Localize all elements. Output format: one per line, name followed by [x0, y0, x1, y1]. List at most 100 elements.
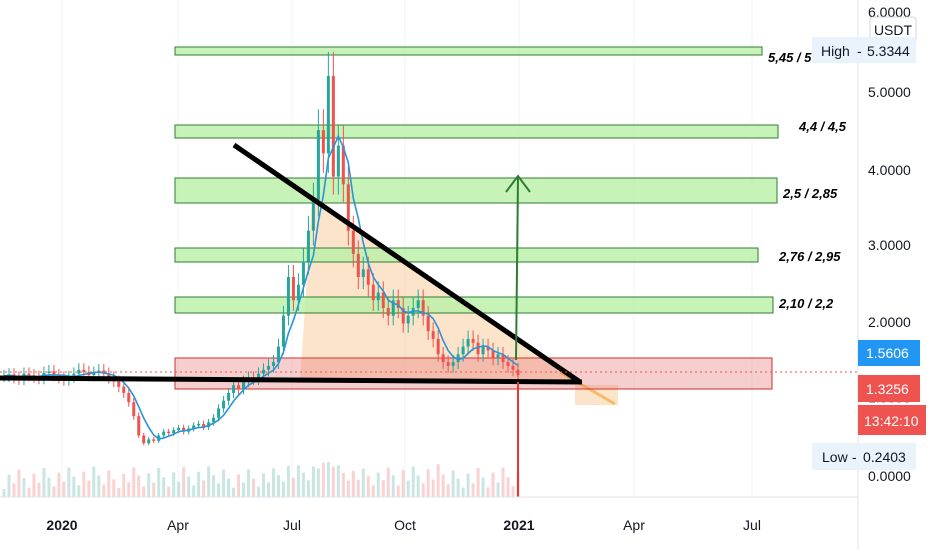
- candle-body: [331, 76, 335, 177]
- volume-bar: [366, 476, 370, 497]
- volume-bar: [12, 483, 16, 497]
- volume-bar: [82, 471, 86, 497]
- zone-labels: 5,45 / 5 4,4 / 4,5 2,5 / 2,85 2,76 / 2,9…: [768, 50, 847, 311]
- volume-bar: [331, 466, 335, 497]
- candle-body: [351, 230, 355, 254]
- volume-bar: [27, 487, 31, 497]
- volume-bar: [102, 484, 106, 497]
- volume-bar: [142, 486, 146, 497]
- low-tag: [812, 443, 916, 470]
- zone-0: [174, 46, 763, 56]
- volume-bar: [466, 473, 470, 497]
- volume-bar: [47, 477, 51, 497]
- candle-body: [271, 362, 275, 366]
- candle-body: [137, 416, 141, 436]
- volume-bar: [57, 472, 61, 497]
- high-dash: -: [857, 43, 862, 59]
- candle-body: [471, 338, 475, 343]
- candle-body: [446, 362, 450, 366]
- candle-body: [127, 392, 131, 403]
- volume-bar: [291, 477, 295, 497]
- candle-body: [152, 439, 156, 441]
- candle-body: [336, 145, 340, 177]
- volume-bar: [217, 483, 221, 497]
- last-price-value: 1.3256: [866, 381, 909, 397]
- zone-2: [174, 177, 778, 204]
- candle-body: [266, 365, 270, 370]
- candle-body: [426, 315, 430, 332]
- candle-body: [286, 277, 290, 316]
- candle-body: [431, 331, 435, 339]
- y-tick-4: 2.0000: [868, 314, 911, 330]
- volume-bar: [127, 482, 131, 497]
- volume-bar: [361, 468, 365, 497]
- candle-body: [232, 385, 236, 393]
- volume-bar: [172, 472, 176, 497]
- candle-body: [516, 369, 520, 376]
- volume-bar: [476, 467, 480, 497]
- volume-bar: [147, 473, 151, 497]
- zones: [174, 46, 779, 390]
- volume-bar: [496, 482, 500, 497]
- candle-body: [227, 392, 231, 401]
- volume-bar: [42, 468, 46, 497]
- candle-body: [92, 372, 96, 376]
- volume-bar: [112, 479, 116, 497]
- candle-body: [456, 354, 460, 363]
- candle-body: [291, 277, 295, 301]
- candle-body: [406, 315, 410, 324]
- volume-bar: [132, 467, 136, 497]
- candle-body: [192, 425, 196, 429]
- candle-body: [212, 417, 216, 423]
- zone-label-3: 2,76 / 2,95: [778, 249, 841, 264]
- candle-body: [301, 261, 305, 285]
- candle-body: [506, 362, 510, 366]
- volume-bar: [411, 466, 415, 497]
- candle-body: [27, 373, 31, 376]
- x-tick-3: Oct: [394, 517, 416, 533]
- volume-bar: [371, 485, 375, 497]
- volume-bar: [426, 469, 430, 497]
- high-label: High: [821, 43, 850, 59]
- volume-bar: [486, 487, 490, 497]
- volume-bar: [7, 474, 11, 497]
- volume-bar: [222, 469, 226, 497]
- candle-body: [77, 369, 81, 374]
- candle-body: [371, 284, 375, 301]
- candle-body: [122, 386, 126, 393]
- x-axis-ticks: 2020 Apr Jul Oct 2021 Apr Jul: [46, 517, 761, 533]
- volume-bar: [207, 466, 211, 497]
- candle-body: [501, 354, 505, 363]
- volume-bar: [391, 475, 395, 497]
- candle-body: [117, 381, 121, 387]
- candle-body: [261, 369, 265, 374]
- volume-bar: [381, 480, 385, 497]
- target-arrow-head: [505, 174, 531, 193]
- volume-bar: [77, 485, 81, 497]
- ma-price-tag: [858, 340, 920, 366]
- candle-body: [276, 346, 280, 363]
- candle-body: [107, 373, 111, 378]
- candle-body: [356, 253, 360, 278]
- volume-bar: [431, 479, 435, 497]
- volume-bar: [396, 485, 400, 497]
- currency-label: USDT: [874, 22, 913, 38]
- candle-body: [237, 385, 241, 390]
- volume-bar: [266, 482, 270, 497]
- x-tick-6: Jul: [743, 517, 761, 533]
- volume-bar: [202, 480, 206, 497]
- candle-body: [366, 269, 370, 285]
- low-value: 0.2403: [863, 449, 906, 465]
- volume-bar: [506, 477, 510, 497]
- volume-bar: [182, 467, 186, 497]
- countdown-tag: [858, 405, 926, 435]
- volume-bar: [336, 465, 340, 497]
- candle-body: [391, 300, 395, 316]
- countdown-value: 13:42:10: [864, 413, 919, 429]
- zone-1: [174, 124, 779, 139]
- volume-bar: [257, 487, 261, 497]
- candle-body: [401, 307, 405, 324]
- volume-bar: [62, 481, 66, 497]
- candle-body: [222, 400, 226, 409]
